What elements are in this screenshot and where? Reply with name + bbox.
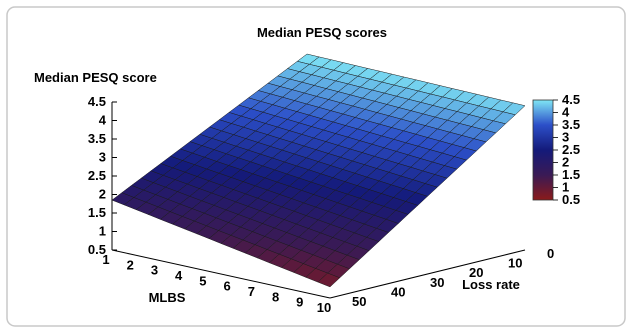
x-tick-label: 6: [223, 279, 230, 294]
z-tick-label: 2.5: [88, 168, 106, 183]
surface-group: [111, 53, 526, 288]
colorbar-tick-label: 3: [562, 130, 569, 145]
y-tick-label: 30: [430, 275, 444, 290]
surface-patch: [317, 272, 341, 288]
chart-title: Median PESQ scores: [257, 25, 387, 40]
colorbar-tick-label: 1.5: [562, 167, 580, 182]
z-tick-label: 4: [99, 113, 107, 128]
x-tick-label: 5: [199, 273, 206, 288]
x-tick-label: 4: [175, 268, 183, 283]
colorbar-tick-label: 1: [562, 180, 569, 195]
y-tick-label: 10: [508, 256, 522, 271]
z-tick-label: 3.5: [88, 131, 106, 146]
x-tick-label: 9: [296, 295, 303, 310]
colorbar-tick-label: 4.5: [562, 92, 580, 107]
z-tick-label: 2: [99, 187, 106, 202]
y-axis-line: [329, 249, 526, 299]
z-tick-label: 0.5: [88, 242, 106, 257]
x-axis-line: [111, 249, 331, 299]
x-axis-label: MLBS: [149, 290, 186, 305]
colorbar-tick-label: 2.5: [562, 142, 580, 157]
colorbar: [532, 99, 554, 201]
colorbar-ticks-group: 0.511.522.533.544.5: [553, 92, 580, 207]
z-tick-label: 1.5: [88, 205, 106, 220]
tick-labels-group: 0.511.522.533.544.51 2 3 4 5 6 7 8 9 100102030405…: [88, 94, 554, 315]
colorbar-tick-label: 4: [562, 105, 570, 120]
y-tick-label: 50: [352, 294, 366, 309]
x-tick-label: 7: [248, 284, 255, 299]
y-axis-label: Loss rate: [462, 277, 520, 292]
colorbar-tick-label: 3.5: [562, 117, 580, 132]
x-tick-label: 1: [102, 252, 109, 267]
colorbar-tick-label: 2: [562, 155, 569, 170]
x-tick-label: 2: [127, 257, 134, 272]
x-tick-label: 8: [272, 289, 279, 304]
x-tick-label: 10: [317, 300, 331, 315]
z-tick-label: 1: [99, 224, 106, 239]
y-tick-label: 20: [469, 265, 483, 280]
y-tick-label: 40: [391, 284, 405, 299]
z-tick-label: 3: [99, 150, 106, 165]
colorbar-tick-label: 0.5: [562, 192, 580, 207]
z-tick-label: 4.5: [88, 94, 106, 109]
x-tick-label: 3: [151, 263, 158, 278]
y-tick-label: 0: [547, 246, 554, 261]
z-axis-label: Median PESQ score: [34, 70, 157, 85]
